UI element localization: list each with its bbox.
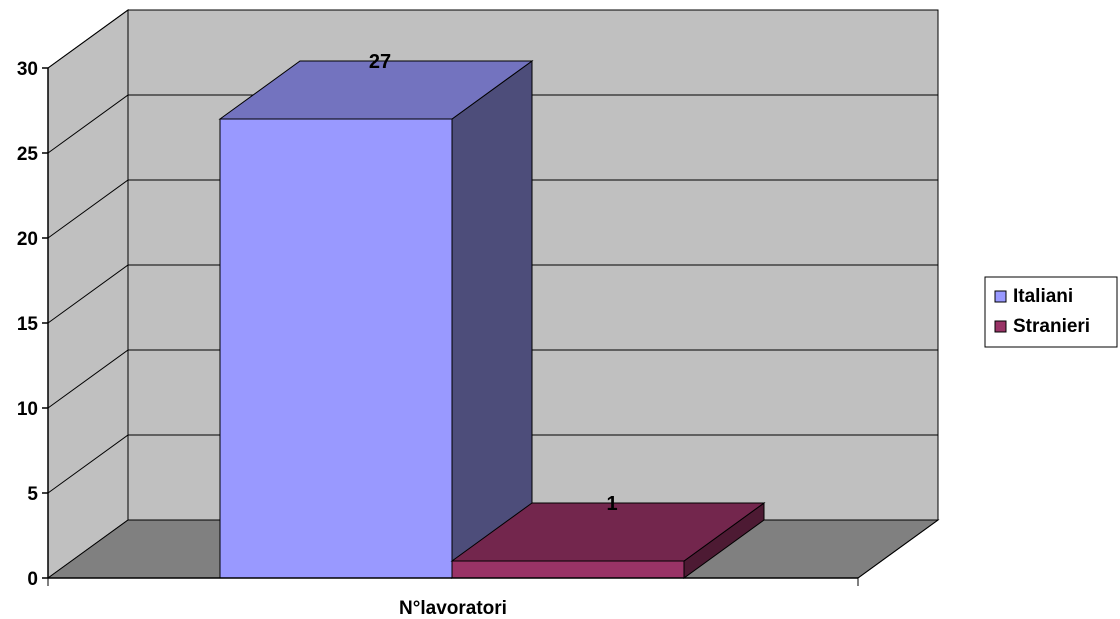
- legend-swatch: [994, 290, 1007, 303]
- legend-box: [984, 276, 1118, 348]
- legend-swatch: [994, 320, 1007, 333]
- gridline: [47, 179, 938, 239]
- data-label-italiani: 27: [369, 51, 391, 73]
- gridline: [47, 264, 938, 324]
- y-tick-label: 25: [17, 144, 39, 165]
- y-tick-label: 30: [17, 59, 38, 80]
- legend-entry: Stranieri: [1013, 316, 1090, 337]
- bars: [218, 60, 766, 579]
- y-tick-label: 20: [17, 229, 38, 250]
- bar-italiani: [218, 60, 534, 579]
- bar-front: [451, 560, 685, 579]
- y-tick-label: 10: [17, 399, 38, 420]
- legend: Italiani Stranieri: [984, 276, 1118, 348]
- x-category-label: N°lavoratori: [399, 598, 507, 619]
- y-tick-label: 0: [27, 569, 38, 590]
- bar-front: [219, 118, 453, 579]
- gridlines: [47, 9, 938, 494]
- x-axis-categories: N°lavoratori: [399, 598, 507, 619]
- y-axis-ticks: 0 5 10 15 20 25 30: [17, 59, 48, 590]
- legend-entry: Italiani: [1013, 286, 1073, 307]
- floor-edge: [857, 519, 939, 579]
- data-label-stranieri: 1: [606, 493, 617, 515]
- data-labels: 27 1: [369, 51, 618, 515]
- gridline: [47, 94, 938, 154]
- gridline: [47, 9, 938, 69]
- bar-stranieri: [450, 502, 766, 579]
- bar-side: [451, 60, 533, 579]
- y-tick-label: 15: [17, 314, 39, 335]
- y-tick-label: 5: [27, 484, 38, 505]
- gridline: [47, 349, 938, 409]
- gridline: [47, 434, 938, 494]
